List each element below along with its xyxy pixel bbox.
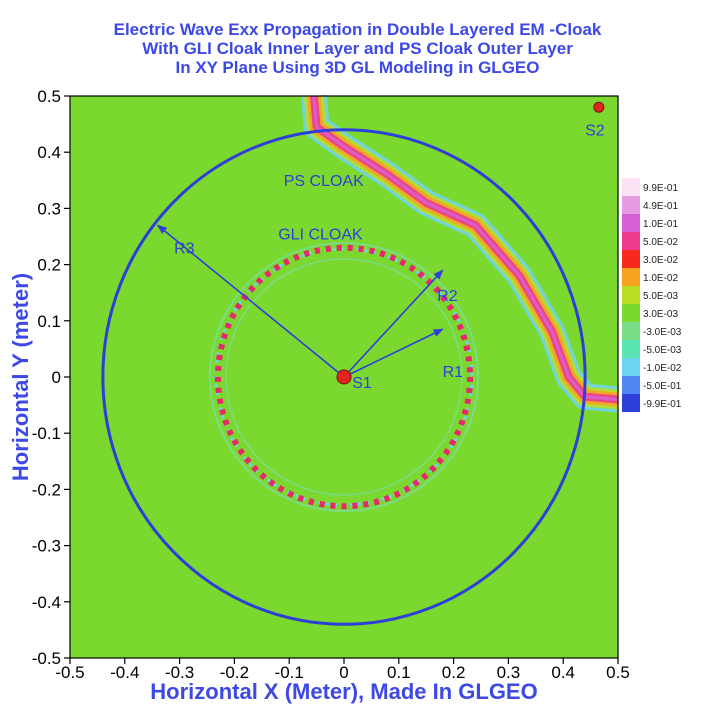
wave-band-5 bbox=[312, 95, 619, 401]
chart-title: Electric Wave Exx Propagation in Double … bbox=[0, 20, 715, 77]
legend-label: -5.0E-01 bbox=[643, 381, 682, 392]
legend-label: 4.9E-01 bbox=[643, 201, 678, 212]
source-point-s1 bbox=[336, 369, 352, 385]
x-tick-label: -0.3 bbox=[165, 663, 194, 682]
y-tick-label: 0.1 bbox=[37, 312, 61, 331]
legend-label: 5.0E-03 bbox=[643, 291, 678, 302]
ps-cloak-ring bbox=[101, 128, 587, 626]
x-tick-label: 0.5 bbox=[606, 663, 630, 682]
x-tick-label: 0.4 bbox=[551, 663, 575, 682]
y-tick-label: 0.4 bbox=[37, 143, 61, 162]
radius-label-r3: R3 bbox=[174, 240, 195, 257]
radius-arrow-r2 bbox=[343, 269, 444, 378]
x-tick-label: -0.2 bbox=[220, 663, 249, 682]
legend-label: 9.9E-01 bbox=[643, 183, 678, 194]
y-tick-label: 0.5 bbox=[37, 87, 61, 106]
wave-band-group bbox=[300, 94, 620, 413]
radius-label-r2: R2 bbox=[437, 288, 458, 305]
legend-label: 5.0E-02 bbox=[643, 237, 678, 248]
legend-label: -3.0E-03 bbox=[643, 327, 682, 338]
gli-cloak-halo-outer bbox=[208, 241, 480, 513]
x-tick-label: -0.5 bbox=[55, 663, 84, 682]
legend-swatch bbox=[622, 358, 640, 376]
legend-label: 1.0E-01 bbox=[643, 219, 678, 230]
y-axis-label: Horizontal Y (meter) bbox=[8, 273, 33, 481]
legend-label: 3.0E-02 bbox=[643, 255, 678, 266]
legend-label: -1.0E-02 bbox=[643, 363, 682, 374]
gli-cloak-halo-inner bbox=[225, 258, 463, 496]
legend-swatch bbox=[622, 286, 640, 304]
legend-swatch bbox=[622, 376, 640, 394]
x-tick-label: -0.4 bbox=[110, 663, 139, 682]
chart-title-line-2: With GLI Cloak Inner Layer and PS Cloak … bbox=[142, 39, 573, 58]
source-label-s1: S1 bbox=[352, 375, 372, 392]
legend-swatch bbox=[622, 268, 640, 286]
y-tick-label: 0.2 bbox=[37, 256, 61, 275]
x-axis-label: Horizontal X (Meter), Made In GLGEO bbox=[150, 679, 537, 704]
legend-label: -5.0E-03 bbox=[643, 345, 682, 356]
radius-arrow-group: R3 R2 R1 bbox=[156, 224, 464, 381]
cloak-ring-group: PS CLOAK GLI CLOAK bbox=[101, 128, 587, 626]
gli-cloak-label: GLI CLOAK bbox=[278, 226, 363, 243]
y-tick-label: -0.2 bbox=[32, 480, 61, 499]
legend-swatch bbox=[622, 322, 640, 340]
x-tick-label: 0 bbox=[339, 663, 348, 682]
legend-label: 1.0E-02 bbox=[643, 273, 678, 284]
legend-swatch bbox=[622, 214, 640, 232]
x-tick-label: 0.1 bbox=[387, 663, 411, 682]
x-tick-label: 0.3 bbox=[497, 663, 521, 682]
legend-swatch bbox=[622, 196, 640, 214]
chart-title-line-1: Electric Wave Exx Propagation in Double … bbox=[113, 20, 602, 39]
gli-cloak-ring bbox=[214, 244, 474, 510]
y-tick-label: -0.4 bbox=[32, 593, 61, 612]
y-tick-label: -0.3 bbox=[32, 537, 61, 556]
legend: 9.9E-01 4.9E-01 1.0E-01 5.0E-02 3.0E-02 1.0E-… bbox=[622, 178, 682, 412]
ps-cloak-label: PS CLOAK bbox=[284, 173, 364, 190]
legend-label: -9.9E-01 bbox=[643, 399, 682, 410]
axis-group: -0.5 -0.4 -0.3 -0.2 -0.1 0 0.1 0.2 0.3 0.4 0.5 -0.5… bbox=[32, 87, 630, 682]
legend-swatch bbox=[622, 178, 640, 196]
x-tick-label: -0.1 bbox=[275, 663, 304, 682]
y-tick-label: 0 bbox=[52, 368, 61, 387]
x-tick-label: 0.2 bbox=[442, 663, 466, 682]
legend-swatch bbox=[622, 394, 640, 412]
chart-title-line-3: In XY Plane Using 3D GL Modeling in GLGE… bbox=[175, 58, 540, 77]
legend-label: 3.0E-03 bbox=[643, 309, 678, 320]
legend-swatch bbox=[622, 340, 640, 358]
radius-arrow-r3 bbox=[156, 224, 345, 378]
y-tick-label: -0.5 bbox=[32, 649, 61, 668]
y-tick-label: -0.1 bbox=[32, 424, 61, 443]
legend-swatch bbox=[622, 304, 640, 322]
source-label-s2: S2 bbox=[585, 122, 605, 139]
source-point-s2 bbox=[593, 101, 605, 113]
y-tick-label: 0.3 bbox=[37, 199, 61, 218]
legend-swatch bbox=[622, 250, 640, 268]
source-group: S1 S2 bbox=[336, 101, 605, 392]
radius-label-r1: R1 bbox=[443, 364, 464, 381]
legend-swatch bbox=[622, 232, 640, 250]
radius-arrow-r1 bbox=[343, 328, 444, 378]
